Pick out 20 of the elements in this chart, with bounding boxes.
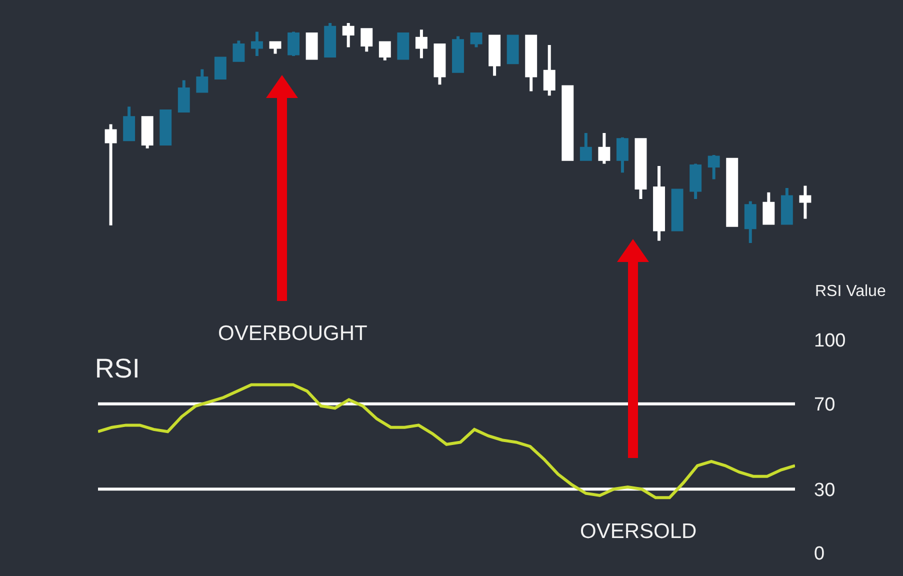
y-tick-label: 100 bbox=[814, 330, 846, 352]
y-tick-label: 0 bbox=[814, 544, 825, 565]
candlestick bbox=[562, 85, 574, 161]
text: RSI bbox=[94, 353, 140, 384]
candlestick bbox=[470, 32, 482, 49]
candlestick bbox=[160, 110, 172, 146]
y-tick-label: 30 bbox=[814, 480, 836, 501]
candlestick bbox=[214, 56, 226, 80]
y-axis-title: RSI Value bbox=[815, 283, 886, 300]
candlestick bbox=[506, 34, 519, 64]
candlestick bbox=[397, 32, 410, 60]
annotation: OVERSOLD bbox=[580, 520, 697, 543]
annotation: OVERBOUGHT bbox=[218, 322, 368, 345]
candlestick bbox=[306, 32, 318, 60]
line-series bbox=[98, 383, 795, 500]
candlestick bbox=[671, 188, 684, 232]
candlestick bbox=[324, 23, 336, 58]
y-tick-label: 70 bbox=[814, 394, 836, 416]
candlestick bbox=[269, 41, 282, 56]
candlestick bbox=[726, 158, 738, 227]
